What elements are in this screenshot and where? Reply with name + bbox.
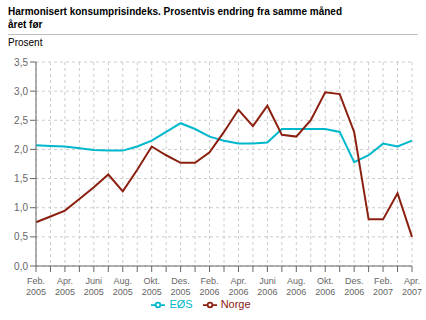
- svg-text:Okt.2005: Okt.2005: [142, 276, 162, 297]
- html-text:EØS: EØS: [169, 298, 193, 310]
- svg-text:Des.2006: Des.2006: [344, 276, 364, 297]
- svg-text:Apr.2007: Apr.2007: [402, 276, 418, 297]
- svg-text:Feb.2006: Feb.2006: [200, 276, 220, 297]
- svg-text:2,5: 2,5: [14, 115, 28, 126]
- svg-text:Aug.2005: Aug.2005: [113, 276, 133, 297]
- svg-text:1,0: 1,0: [14, 202, 28, 213]
- svg-text:1,5: 1,5: [14, 173, 28, 184]
- html-text:Harmonisert konsumprisindeks.: Harmonisert konsumprisindeks. Prosentvis…: [8, 6, 342, 30]
- svg-text:Feb.2007: Feb.2007: [373, 276, 393, 297]
- svg-text:Juni2006: Juni2006: [257, 276, 277, 297]
- svg-text:Apr.2006: Apr.2006: [228, 276, 248, 297]
- svg-text:Okt.2006: Okt.2006: [315, 276, 335, 297]
- svg-text:0,0: 0,0: [14, 261, 28, 272]
- svg-text:Apr.2005: Apr.2005: [55, 276, 75, 297]
- svg-text:Juni2005: Juni2005: [84, 276, 104, 297]
- svg-text:Aug.2006: Aug.2006: [286, 276, 306, 297]
- html-text:Prosent: Prosent: [8, 37, 43, 48]
- svg-text:3,5: 3,5: [14, 57, 28, 68]
- svg-text:3,0: 3,0: [14, 86, 28, 97]
- svg-text:Feb.2005: Feb.2005: [26, 276, 46, 297]
- svg-text:2,0: 2,0: [14, 144, 28, 155]
- html-text:Norge: Norge: [220, 298, 251, 310]
- svg-text:Des.2005: Des.2005: [171, 276, 191, 297]
- svg-text:0,5: 0,5: [14, 231, 28, 242]
